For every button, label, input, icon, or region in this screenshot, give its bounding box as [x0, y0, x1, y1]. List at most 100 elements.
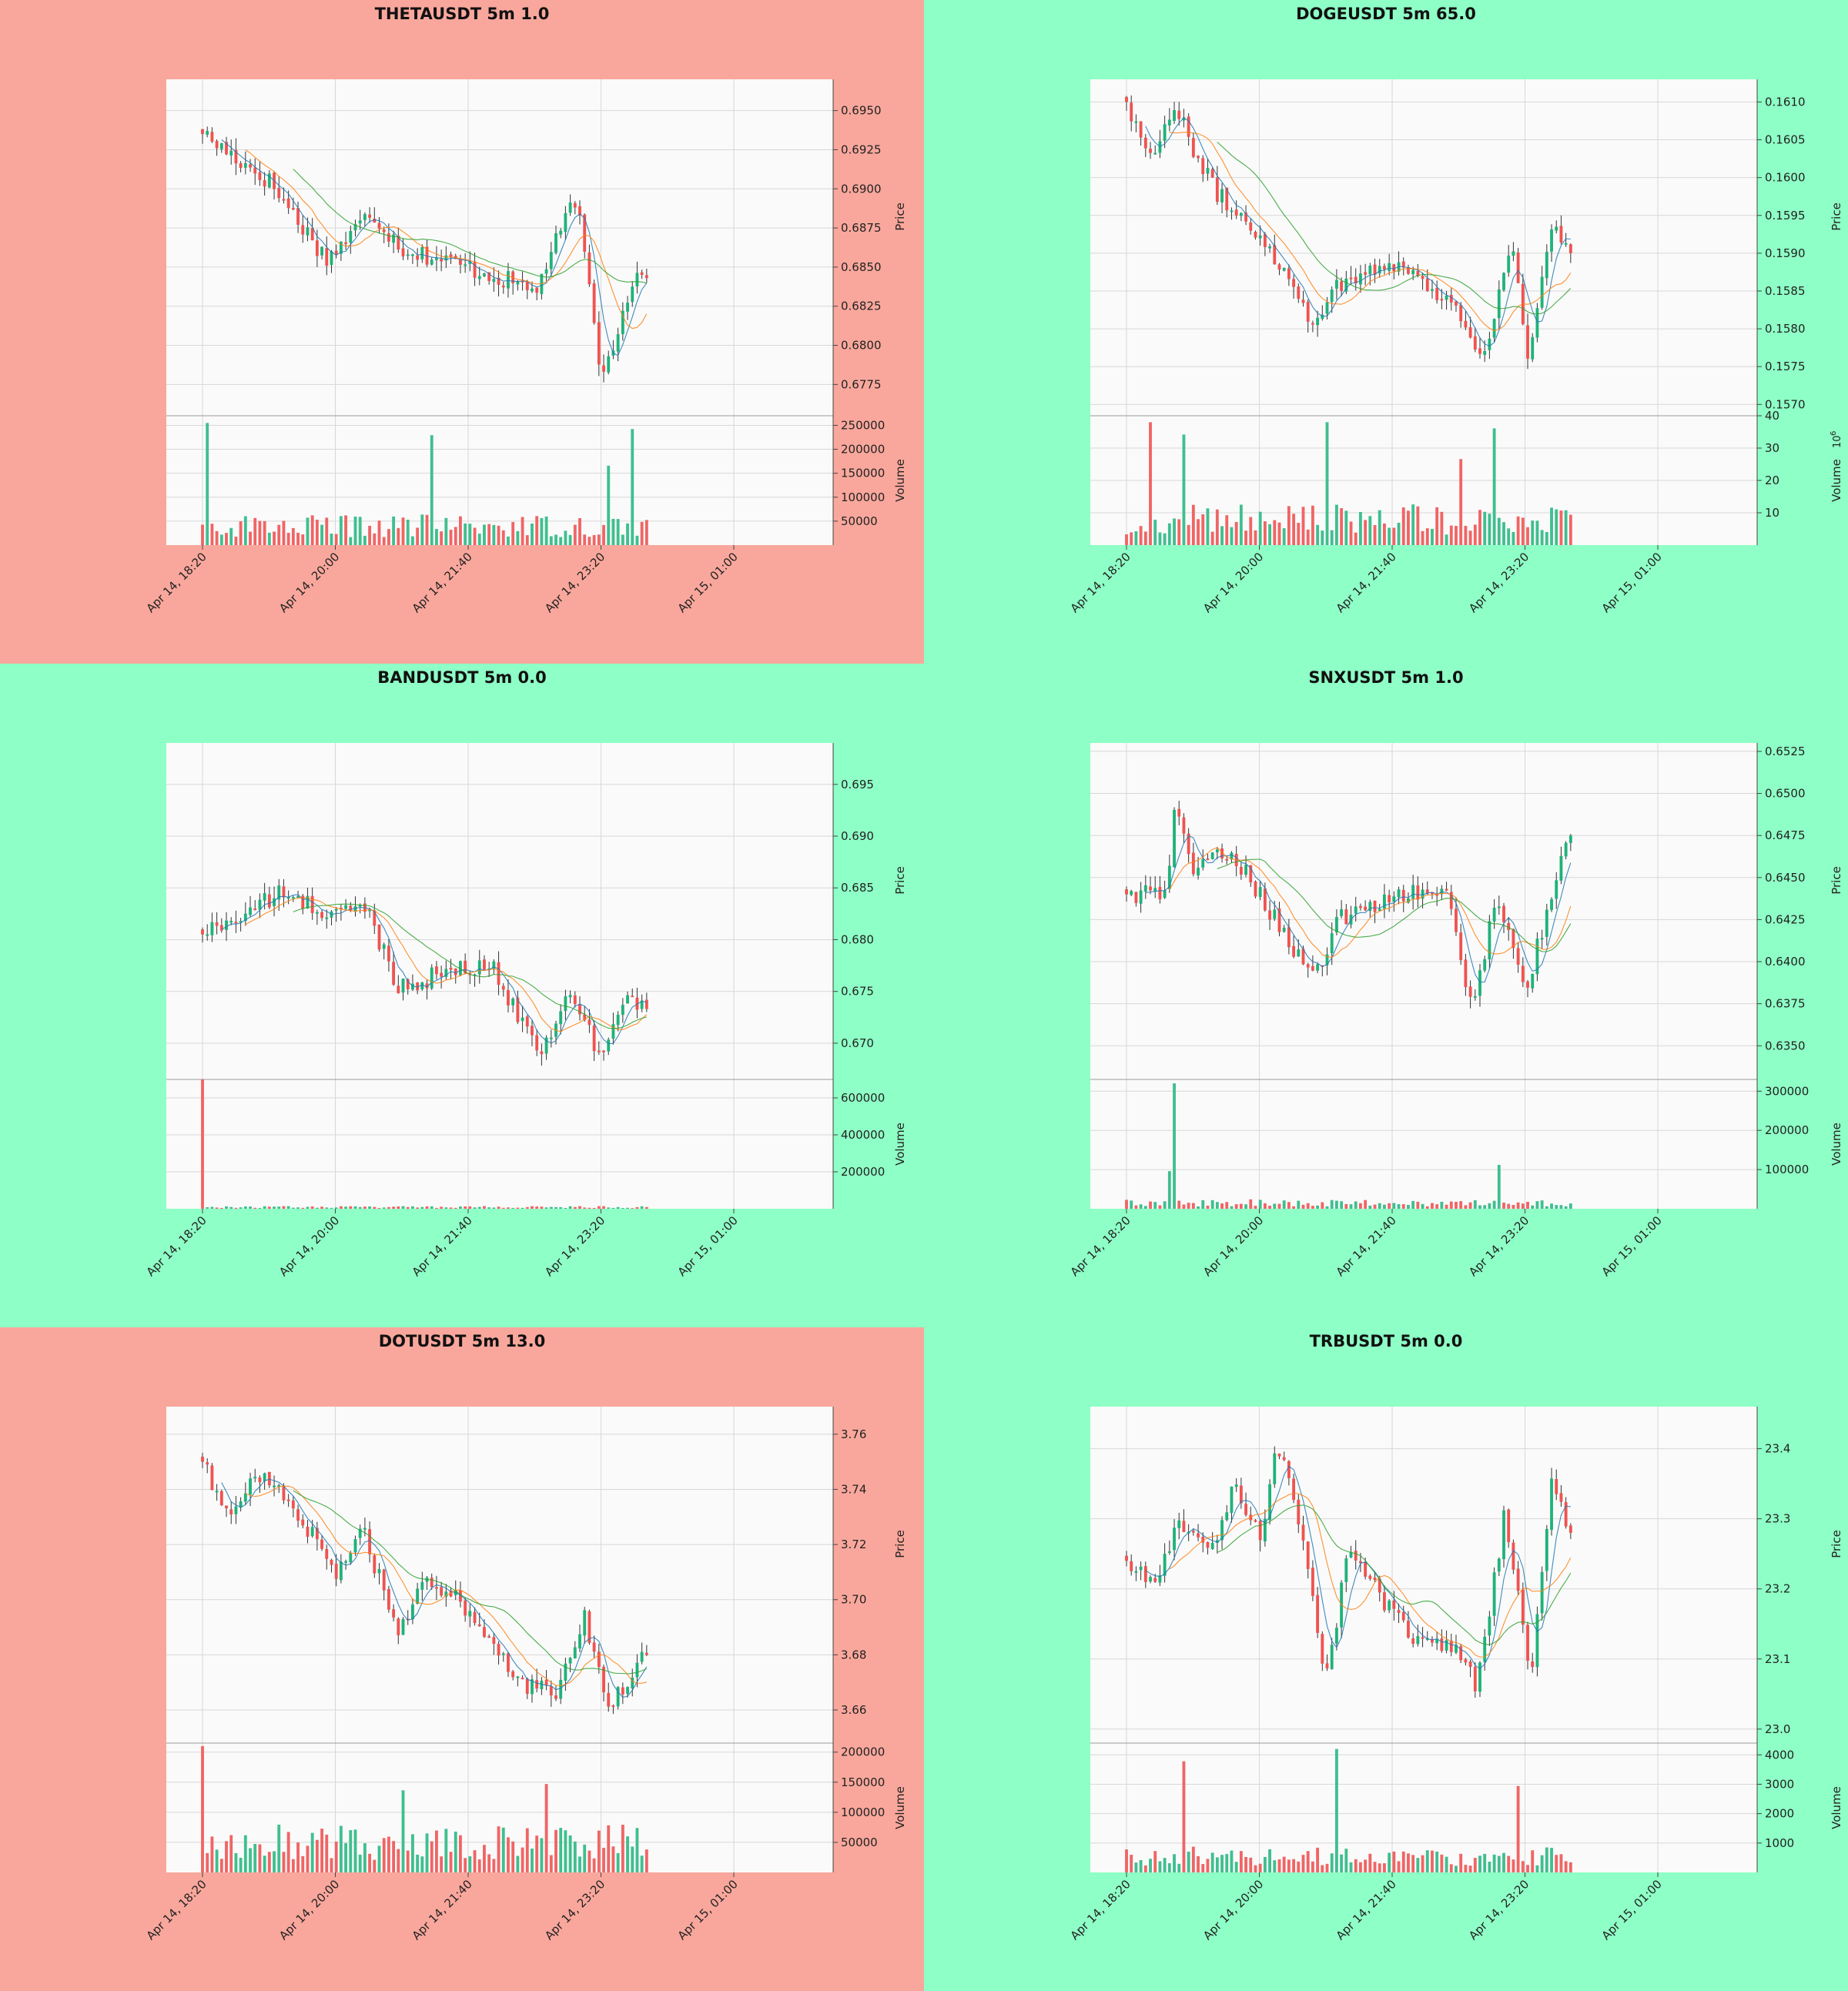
volume-bar [549, 1206, 553, 1209]
candle [1167, 1540, 1171, 1555]
volume-bar [564, 1830, 567, 1872]
candle [1425, 881, 1429, 895]
candle-body [206, 131, 209, 136]
volume-bar [501, 1827, 505, 1872]
volume-bar [267, 1852, 271, 1872]
candle [1215, 166, 1219, 206]
candle-body [1440, 299, 1444, 301]
price-tick-label: 0.1595 [1765, 209, 1806, 223]
candle-body [1512, 1542, 1515, 1570]
candle-body [1435, 287, 1439, 300]
candle-body [1344, 278, 1348, 292]
candle [1507, 917, 1511, 941]
volume-bar [1167, 1863, 1171, 1872]
candle-body [306, 1526, 310, 1537]
candle [339, 903, 343, 921]
candle [1215, 1534, 1219, 1554]
candle-body [1173, 1528, 1176, 1551]
candle [1197, 1524, 1200, 1541]
volume-bar [406, 1850, 410, 1872]
volume-bar [1411, 1855, 1415, 1872]
candle-body [1215, 849, 1219, 853]
volume-bar [631, 1208, 634, 1209]
candle [401, 1617, 405, 1635]
time-tick-label: Apr 14, 21:40 [1334, 550, 1399, 615]
candle-body [549, 1037, 553, 1039]
volume-bar [1473, 1858, 1477, 1872]
volume-bar [1273, 520, 1277, 545]
volume-bar [1401, 507, 1405, 545]
volume-bar [1292, 1859, 1296, 1872]
candle [325, 1544, 329, 1570]
candle [1234, 200, 1238, 219]
price-tick-label: 0.1580 [1765, 322, 1806, 336]
volume-bars [201, 1079, 648, 1209]
candle [1297, 283, 1301, 303]
candle [492, 1632, 496, 1655]
volume-bar [1125, 534, 1128, 545]
volume-bar [1531, 1850, 1535, 1872]
volume-bar [306, 517, 310, 545]
candle-body [1143, 885, 1147, 892]
volume-bar [377, 1207, 381, 1209]
volume-bar [1149, 1201, 1152, 1209]
candle-body [1292, 1478, 1296, 1501]
candle [449, 251, 453, 264]
candle [1263, 882, 1267, 912]
volume-bar [592, 535, 596, 545]
candle [1244, 1492, 1247, 1517]
candle [621, 998, 624, 1023]
candle [416, 1582, 420, 1605]
volume-bar [219, 534, 223, 545]
volume-bar [363, 1206, 367, 1209]
candle-body [1378, 1578, 1381, 1593]
volume-bar [249, 1206, 252, 1209]
volume-bar [310, 1832, 314, 1872]
candle [1220, 182, 1224, 213]
candle-body [1507, 922, 1511, 930]
candle [1449, 287, 1453, 311]
candle-body [1559, 1493, 1563, 1502]
price-axis-label: Price [1830, 202, 1843, 231]
chart-title: BANDUSDT 5m 0.0 [377, 668, 547, 687]
volume-bar [554, 534, 557, 545]
volume-bar [1459, 1853, 1463, 1872]
volume-bar [258, 1207, 262, 1209]
volume-bar [1325, 1863, 1329, 1872]
grid-lines [1090, 1407, 1757, 1872]
candle-body [1401, 889, 1405, 902]
candle [267, 886, 271, 909]
volume-bar [1316, 1205, 1320, 1209]
candle [1143, 1561, 1147, 1588]
volume-bar [425, 1833, 429, 1872]
candle [497, 951, 500, 996]
price-tick-label: 0.1600 [1765, 171, 1806, 185]
candle [549, 242, 553, 277]
candle-body [215, 1491, 219, 1493]
candle [573, 991, 577, 1008]
volume-bar [387, 1206, 390, 1209]
volume-bar [1230, 527, 1234, 545]
candle [382, 226, 386, 243]
volume-tick-label: 100000 [1765, 1163, 1809, 1176]
time-tick-label: Apr 14, 23:20 [542, 1877, 608, 1942]
candle [1468, 980, 1472, 1009]
candle [1435, 280, 1439, 304]
grid-lines [1090, 743, 1757, 1209]
candle-body [1268, 246, 1272, 249]
candle [1535, 1606, 1539, 1677]
candle-body [353, 1538, 357, 1553]
volume-tick-label: 50000 [841, 514, 878, 528]
volume-bar [1445, 534, 1448, 545]
candle-body [1473, 1666, 1477, 1692]
price-axis-label: Price [893, 1530, 907, 1558]
candle-body [1473, 336, 1477, 350]
candle [210, 1463, 214, 1491]
candle [554, 1685, 557, 1702]
volume-bar [1177, 1200, 1181, 1209]
moving-average-10 [245, 897, 648, 1032]
volume-bar [1163, 533, 1167, 545]
volume-bar [1559, 510, 1563, 545]
candle-body [291, 1500, 295, 1509]
candle-body [511, 999, 515, 1006]
